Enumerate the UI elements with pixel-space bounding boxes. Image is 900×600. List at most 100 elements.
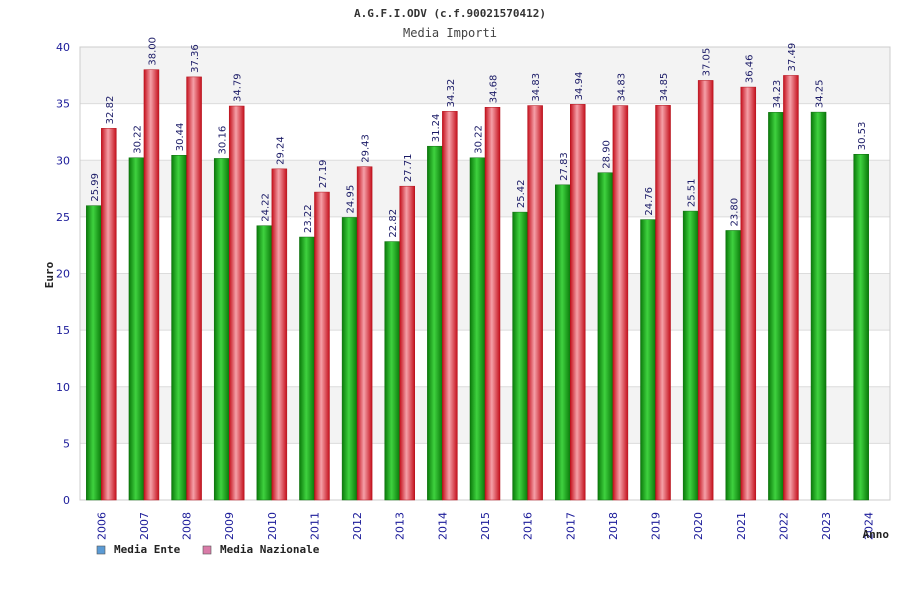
data-label: 29.43	[361, 134, 372, 163]
y-tick-label: 5	[63, 437, 70, 450]
bar-media-nazionale-2014	[442, 111, 458, 501]
bar-media-nazionale-2019	[655, 105, 671, 501]
legend-swatch-media-nazionale	[202, 545, 212, 555]
data-label: 31.24	[431, 114, 442, 143]
y-tick-label: 35	[56, 98, 70, 111]
data-label: 23.80	[729, 198, 740, 227]
data-label: 34.83	[616, 73, 627, 102]
y-tick-label: 15	[56, 324, 70, 337]
x-tick-label: 2007	[138, 512, 151, 540]
bar-media-ente-2014	[427, 145, 443, 501]
data-label: 32.82	[105, 96, 116, 125]
x-tick-label: 2011	[308, 512, 321, 540]
bar-media-nazionale-2020	[697, 80, 714, 501]
bar-media-nazionale-2006	[101, 128, 117, 501]
legend-swatch-media-ente	[96, 545, 106, 555]
data-label: 30.22	[474, 125, 485, 154]
bar-media-nazionale-2008	[186, 76, 202, 501]
data-label: 38.00	[147, 37, 158, 66]
data-label: 24.22	[260, 193, 271, 222]
x-tick-label: 2020	[692, 512, 705, 540]
legend-label-media-nazionale: Media Nazionale	[220, 543, 320, 556]
bar-media-ente-2006	[86, 205, 102, 501]
bar-media-ente-2019	[640, 219, 656, 501]
bar-media-ente-2022	[768, 112, 784, 501]
chart-subtitle: Media Importi	[403, 26, 497, 40]
bar-media-ente-2016	[512, 211, 528, 501]
data-label: 37.49	[787, 43, 798, 72]
data-label: 23.22	[303, 204, 314, 233]
bar-media-ente-2007	[128, 157, 145, 501]
y-tick-label: 0	[63, 494, 70, 507]
data-label: 30.16	[218, 126, 229, 155]
data-label: 25.42	[516, 179, 527, 208]
y-tick-label: 30	[56, 154, 70, 167]
chart-title: A.G.F.I.ODV (c.f.90021570412)	[354, 7, 546, 20]
x-tick-label: 2012	[351, 512, 364, 540]
data-label: 27.19	[318, 159, 329, 188]
bar-media-nazionale-2017	[570, 104, 586, 501]
legend-label-media-ente: Media Ente	[114, 543, 181, 556]
bars: 25.99 32.82 30.22 38.00 30.44 37.36 30.16 34.79…	[86, 37, 869, 501]
data-label: 37.05	[702, 48, 713, 77]
x-tick-label: 2009	[223, 512, 236, 540]
bar-media-nazionale-2018	[612, 105, 629, 501]
x-tick-label: 2016	[522, 512, 535, 540]
legend: Media Ente Media Nazionale	[96, 543, 320, 556]
y-tick-label: 10	[56, 381, 70, 394]
bar-media-nazionale-2022	[783, 75, 799, 501]
bar-media-ente-2015	[469, 157, 486, 501]
x-tick-label: 2019	[650, 512, 663, 540]
bar-media-ente-2020	[682, 210, 699, 501]
y-axis: 0 5 10 15 20 25 30 35 40	[56, 41, 70, 507]
bar-media-ente-2017	[555, 184, 571, 501]
data-label: 27.83	[559, 152, 570, 181]
data-label: 34.94	[574, 72, 585, 101]
data-label: 30.44	[175, 123, 186, 152]
data-label: 30.53	[857, 122, 868, 151]
y-tick-label: 20	[56, 268, 70, 281]
x-tick-label: 2013	[394, 512, 407, 540]
x-tick-label: 2008	[181, 512, 194, 540]
bar-media-ente-2023	[810, 111, 827, 501]
bar-media-nazionale-2013	[399, 185, 415, 501]
x-tick-label: 2014	[436, 512, 449, 540]
x-axis: 2006 2007 2008 2009 2010 2011 2012 2013 2014 2015…	[95, 512, 875, 540]
bar-media-ente-2018	[597, 172, 614, 501]
bar-media-ente-2009	[213, 158, 230, 501]
bar-media-ente-2008	[171, 155, 187, 501]
bar-media-nazionale-2010	[271, 168, 288, 501]
data-label: 27.71	[403, 154, 414, 183]
data-label: 34.25	[815, 79, 826, 108]
data-label: 22.82	[388, 209, 399, 238]
x-tick-label: 2021	[735, 512, 748, 540]
bar-media-nazionale-2011	[314, 191, 330, 501]
data-label: 34.79	[233, 73, 244, 102]
bar-media-nazionale-2021	[740, 86, 757, 501]
data-label: 34.83	[531, 73, 542, 102]
data-label: 30.22	[132, 125, 143, 154]
data-label: 34.23	[772, 80, 783, 109]
data-label: 36.46	[744, 54, 755, 83]
bar-media-ente-2021	[725, 230, 742, 501]
x-tick-label: 2018	[607, 512, 620, 540]
x-tick-label: 2010	[266, 512, 279, 540]
bar-media-nazionale-2012	[356, 166, 373, 501]
x-tick-label: 2015	[479, 512, 492, 540]
x-axis-label: Anno	[863, 528, 890, 541]
data-label: 34.68	[489, 75, 500, 104]
data-label: 34.85	[659, 73, 670, 102]
bar-media-nazionale-2015	[484, 106, 501, 501]
data-label: 37.36	[190, 44, 201, 73]
data-label: 28.90	[601, 140, 612, 169]
y-tick-label: 25	[56, 211, 70, 224]
data-label: 25.51	[687, 178, 698, 207]
x-tick-label: 2017	[564, 512, 577, 540]
bar-media-ente-2024	[853, 153, 869, 501]
bar-media-ente-2012	[341, 217, 358, 501]
x-tick-label: 2022	[777, 512, 790, 540]
y-axis-label: Euro	[43, 261, 56, 288]
x-tick-label: 2023	[820, 512, 833, 540]
bar-media-nazionale-2016	[527, 105, 543, 501]
y-tick-label: 40	[56, 41, 70, 54]
